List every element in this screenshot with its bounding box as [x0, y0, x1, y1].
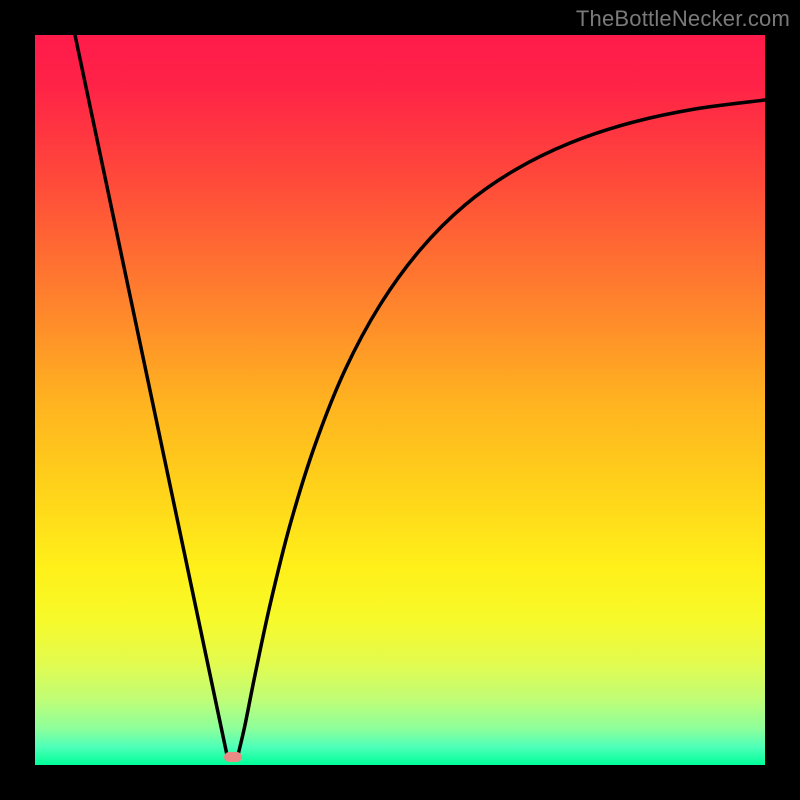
- optimum-marker: [224, 752, 242, 762]
- plot-area: [35, 35, 765, 765]
- watermark-text: TheBottleNecker.com: [576, 6, 790, 32]
- bottleneck-curve: [35, 35, 765, 765]
- chart-frame: TheBottleNecker.com: [0, 0, 800, 800]
